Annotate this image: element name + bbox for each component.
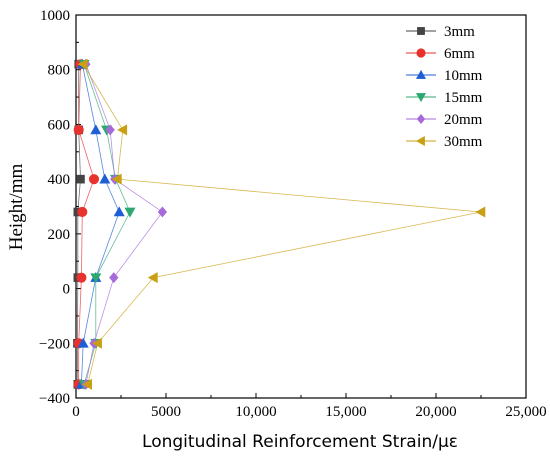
data-point-15mm bbox=[124, 207, 136, 218]
x-tick-label: 5000 bbox=[151, 404, 181, 420]
x-tick-label: 25,000 bbox=[505, 404, 546, 420]
data-point-6mm bbox=[77, 206, 88, 218]
data-point-3mm bbox=[76, 174, 85, 184]
data-point-10mm bbox=[77, 337, 89, 348]
legend-marker bbox=[416, 48, 426, 58]
data-point-30mm bbox=[475, 206, 486, 218]
axes: 0 5000 10,000 15,000 20,000 25,000 −400 −200 0 20… bbox=[39, 8, 547, 420]
y-tick-label: −400 bbox=[39, 391, 70, 407]
y-tick-label: 800 bbox=[48, 63, 71, 79]
data-point-10mm bbox=[90, 124, 102, 135]
y-tick-label: 600 bbox=[48, 117, 71, 133]
data-point-20mm bbox=[105, 124, 115, 136]
legend-label: 6mm bbox=[444, 46, 475, 62]
data-point-10mm bbox=[113, 206, 125, 217]
legend-marker bbox=[417, 27, 425, 35]
x-tick-label: 20,000 bbox=[415, 404, 456, 420]
legend-marker bbox=[415, 93, 427, 103]
data-point-30mm bbox=[91, 337, 102, 349]
y-axis-title: Height/mm bbox=[6, 164, 27, 251]
y-tick-label: 0 bbox=[63, 282, 71, 298]
data-point-20mm bbox=[157, 206, 168, 218]
legend-label: 15mm bbox=[444, 90, 483, 106]
y-tick-label: −200 bbox=[39, 336, 70, 352]
data-point-20mm bbox=[109, 272, 119, 284]
data-point-15mm bbox=[90, 273, 102, 284]
x-tick-label: 15,000 bbox=[325, 404, 366, 420]
x-tick-label: 0 bbox=[72, 404, 80, 420]
data-point-6mm bbox=[88, 174, 100, 185]
y-tick-label: 400 bbox=[48, 172, 71, 188]
x-tick-label: 10,000 bbox=[235, 404, 276, 420]
data-point-6mm bbox=[73, 124, 84, 135]
y-tick-label: 200 bbox=[48, 227, 71, 243]
legend-label: 20mm bbox=[444, 112, 483, 128]
legend-label: 30mm bbox=[444, 134, 483, 150]
series-line-6mm bbox=[78, 64, 95, 385]
series-lines bbox=[77, 64, 482, 385]
y-tick-label: 1000 bbox=[40, 8, 70, 24]
series-line-30mm bbox=[82, 64, 482, 385]
data-point-10mm bbox=[99, 173, 111, 184]
series-line-15mm bbox=[83, 64, 131, 385]
legend-marker bbox=[416, 114, 426, 124]
legend: 3mm 6mm 10mm 15mm 20mm 30mm bbox=[406, 24, 483, 150]
legend-label: 10mm bbox=[444, 68, 483, 84]
x-axis-title: Longitudinal Reinforcement Strain/με bbox=[142, 432, 458, 452]
legend-marker bbox=[415, 135, 425, 147]
legend-marker bbox=[415, 69, 427, 79]
data-point-30mm bbox=[147, 272, 158, 284]
legend-label: 3mm bbox=[444, 24, 475, 40]
data-point-30mm bbox=[82, 378, 92, 390]
data-point-30mm bbox=[77, 58, 88, 70]
series-markers bbox=[73, 58, 486, 390]
data-point-30mm bbox=[117, 124, 128, 136]
series-line-20mm bbox=[85, 64, 163, 385]
data-point-30mm bbox=[111, 173, 122, 185]
data-point-6mm bbox=[76, 272, 87, 283]
